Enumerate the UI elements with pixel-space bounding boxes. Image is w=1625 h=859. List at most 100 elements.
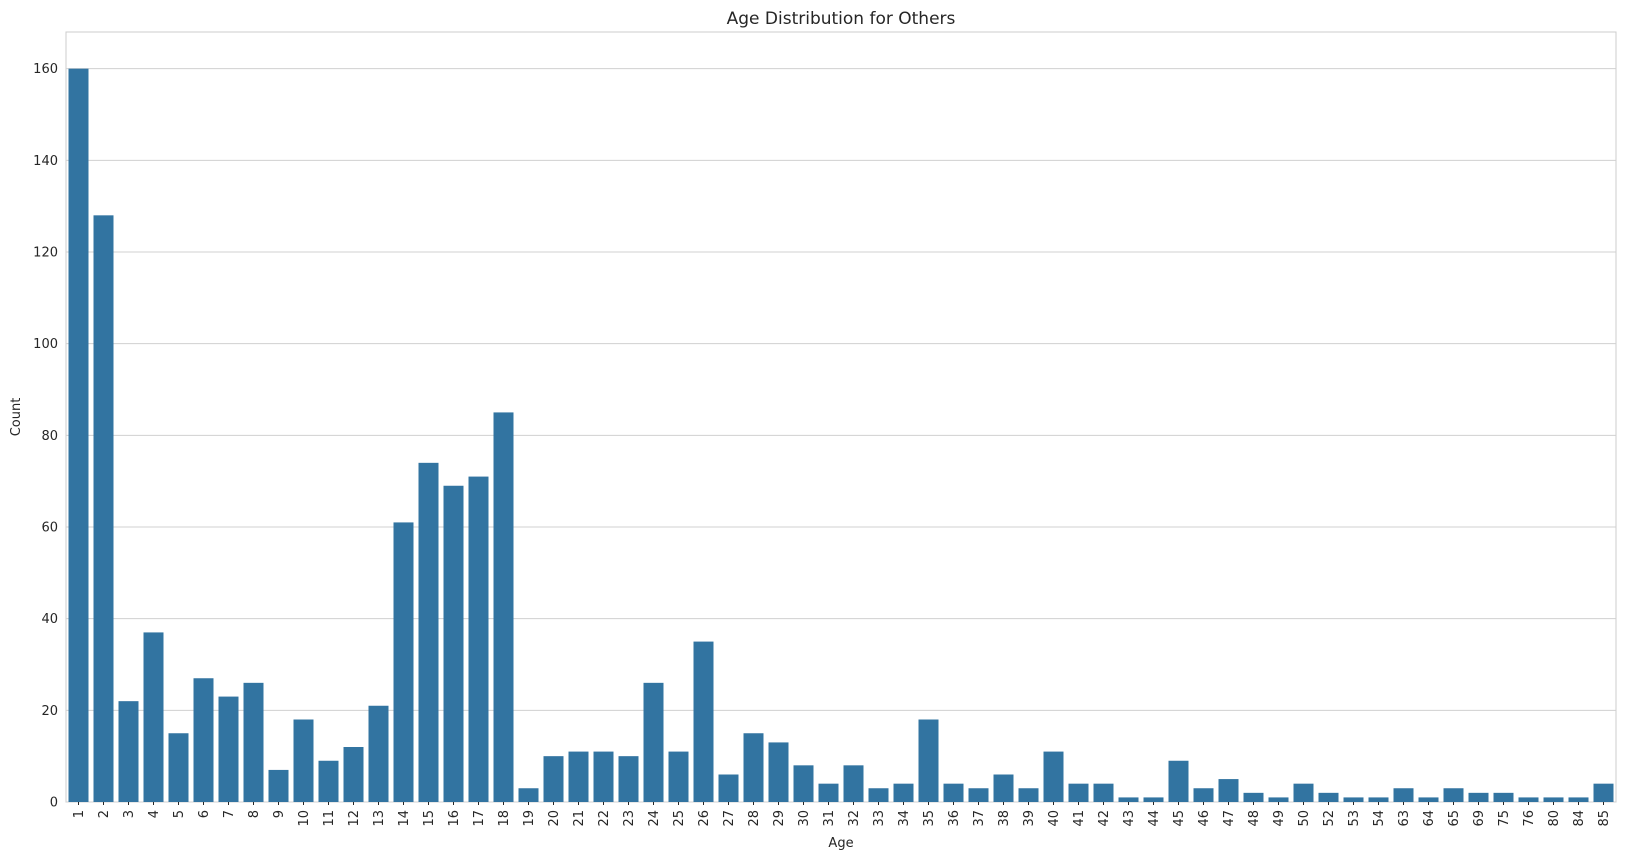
y-tick-label: 60 [41, 521, 58, 536]
x-tick-label: 80 [1547, 810, 1562, 827]
x-tick-label: 42 [1097, 810, 1112, 827]
x-tick-label: 27 [722, 810, 737, 827]
y-tick-label: 0 [50, 796, 58, 811]
bar [68, 68, 89, 802]
x-tick-label: 84 [1572, 810, 1587, 827]
x-tick-label: 11 [322, 810, 337, 827]
x-tick-label: 50 [1297, 810, 1312, 827]
x-tick-label: 69 [1472, 810, 1487, 827]
bar [568, 751, 589, 802]
x-tick-label: 18 [497, 810, 512, 827]
bar [943, 783, 964, 802]
x-tick-label: 44 [1147, 810, 1162, 827]
x-tick-label: 63 [1397, 810, 1412, 827]
x-tick-label: 46 [1197, 810, 1212, 827]
bar [718, 774, 739, 802]
x-tick-label: 29 [772, 810, 787, 827]
x-tick-label: 10 [297, 810, 312, 827]
x-tick-label: 85 [1597, 810, 1612, 827]
bar [368, 705, 389, 802]
bar [1193, 788, 1214, 802]
x-tick-label: 13 [372, 810, 387, 827]
bar [893, 783, 914, 802]
x-tick-label: 9 [272, 810, 287, 818]
x-tick-label: 20 [547, 810, 562, 827]
x-tick-label: 6 [197, 810, 212, 818]
x-tick-label: 17 [472, 810, 487, 827]
bar [418, 462, 439, 802]
bar [493, 412, 514, 802]
bar [743, 733, 764, 802]
x-tick-label: 14 [397, 810, 412, 827]
bar [818, 783, 839, 802]
x-tick-label: 65 [1447, 810, 1462, 827]
bar [793, 765, 814, 802]
x-tick-label: 39 [1022, 810, 1037, 827]
x-tick-label: 23 [622, 810, 637, 827]
x-tick-label: 41 [1072, 810, 1087, 827]
bar [318, 760, 339, 802]
bars [68, 68, 1614, 803]
bar [118, 701, 139, 802]
x-tick-label: 1 [72, 810, 87, 818]
bar [1368, 797, 1389, 802]
x-tick-label: 49 [1272, 810, 1287, 827]
bar [143, 632, 164, 802]
x-tick-label: 15 [422, 810, 437, 827]
x-tick-label: 37 [972, 810, 987, 827]
bar [1118, 797, 1139, 802]
bar [93, 215, 114, 803]
bar [693, 641, 714, 802]
bar [918, 719, 939, 802]
x-tick-label: 38 [997, 810, 1012, 827]
x-tick-label: 53 [1347, 810, 1362, 827]
x-tick-labels: 1 2 3 4 5 6 7 8 9 10 11 12 13 14 15 16 17 18 19 20 21 22 23 24 2… [72, 802, 1612, 827]
x-tick-label: 7 [222, 810, 237, 818]
bar [468, 476, 489, 802]
bar [618, 756, 639, 802]
bar [1393, 788, 1414, 802]
bar [268, 769, 289, 802]
x-tick-label: 43 [1122, 810, 1137, 827]
bar [1518, 797, 1539, 802]
bar [1043, 751, 1064, 802]
y-tick-label: 100 [33, 337, 58, 352]
y-axis-label: Count [9, 398, 24, 437]
x-tick-label: 31 [822, 810, 837, 827]
x-tick-label: 47 [1222, 810, 1237, 827]
x-tick-label: 32 [847, 810, 862, 827]
bar [218, 696, 239, 802]
x-tick-label: 3 [122, 810, 137, 818]
bar [343, 747, 364, 802]
bar [868, 788, 889, 802]
y-tick-label: 160 [33, 62, 58, 77]
bar [1343, 797, 1364, 802]
bar [593, 751, 614, 802]
bar [1493, 792, 1514, 802]
x-tick-label: 22 [597, 810, 612, 827]
bar [843, 765, 864, 802]
x-tick-label: 26 [697, 810, 712, 827]
bar [168, 733, 189, 802]
grid-lines [66, 68, 1616, 803]
bar [768, 742, 789, 802]
x-tick-label: 33 [872, 810, 887, 827]
x-tick-label: 64 [1422, 810, 1437, 827]
x-tick-label: 21 [572, 810, 587, 827]
x-tick-label: 76 [1522, 810, 1537, 827]
x-tick-label: 19 [522, 810, 537, 827]
x-tick-label: 34 [897, 810, 912, 827]
bar [293, 719, 314, 802]
x-tick-label: 4 [147, 810, 162, 818]
bar [393, 522, 414, 802]
bar [993, 774, 1014, 802]
plot-background [65, 31, 1617, 803]
bar [1218, 779, 1239, 802]
x-tick-label: 52 [1322, 810, 1337, 827]
bar [1268, 797, 1289, 802]
x-tick-label: 5 [172, 810, 187, 818]
chart-title: Age Distribution for Others [727, 9, 956, 29]
x-tick-label: 48 [1247, 810, 1262, 827]
